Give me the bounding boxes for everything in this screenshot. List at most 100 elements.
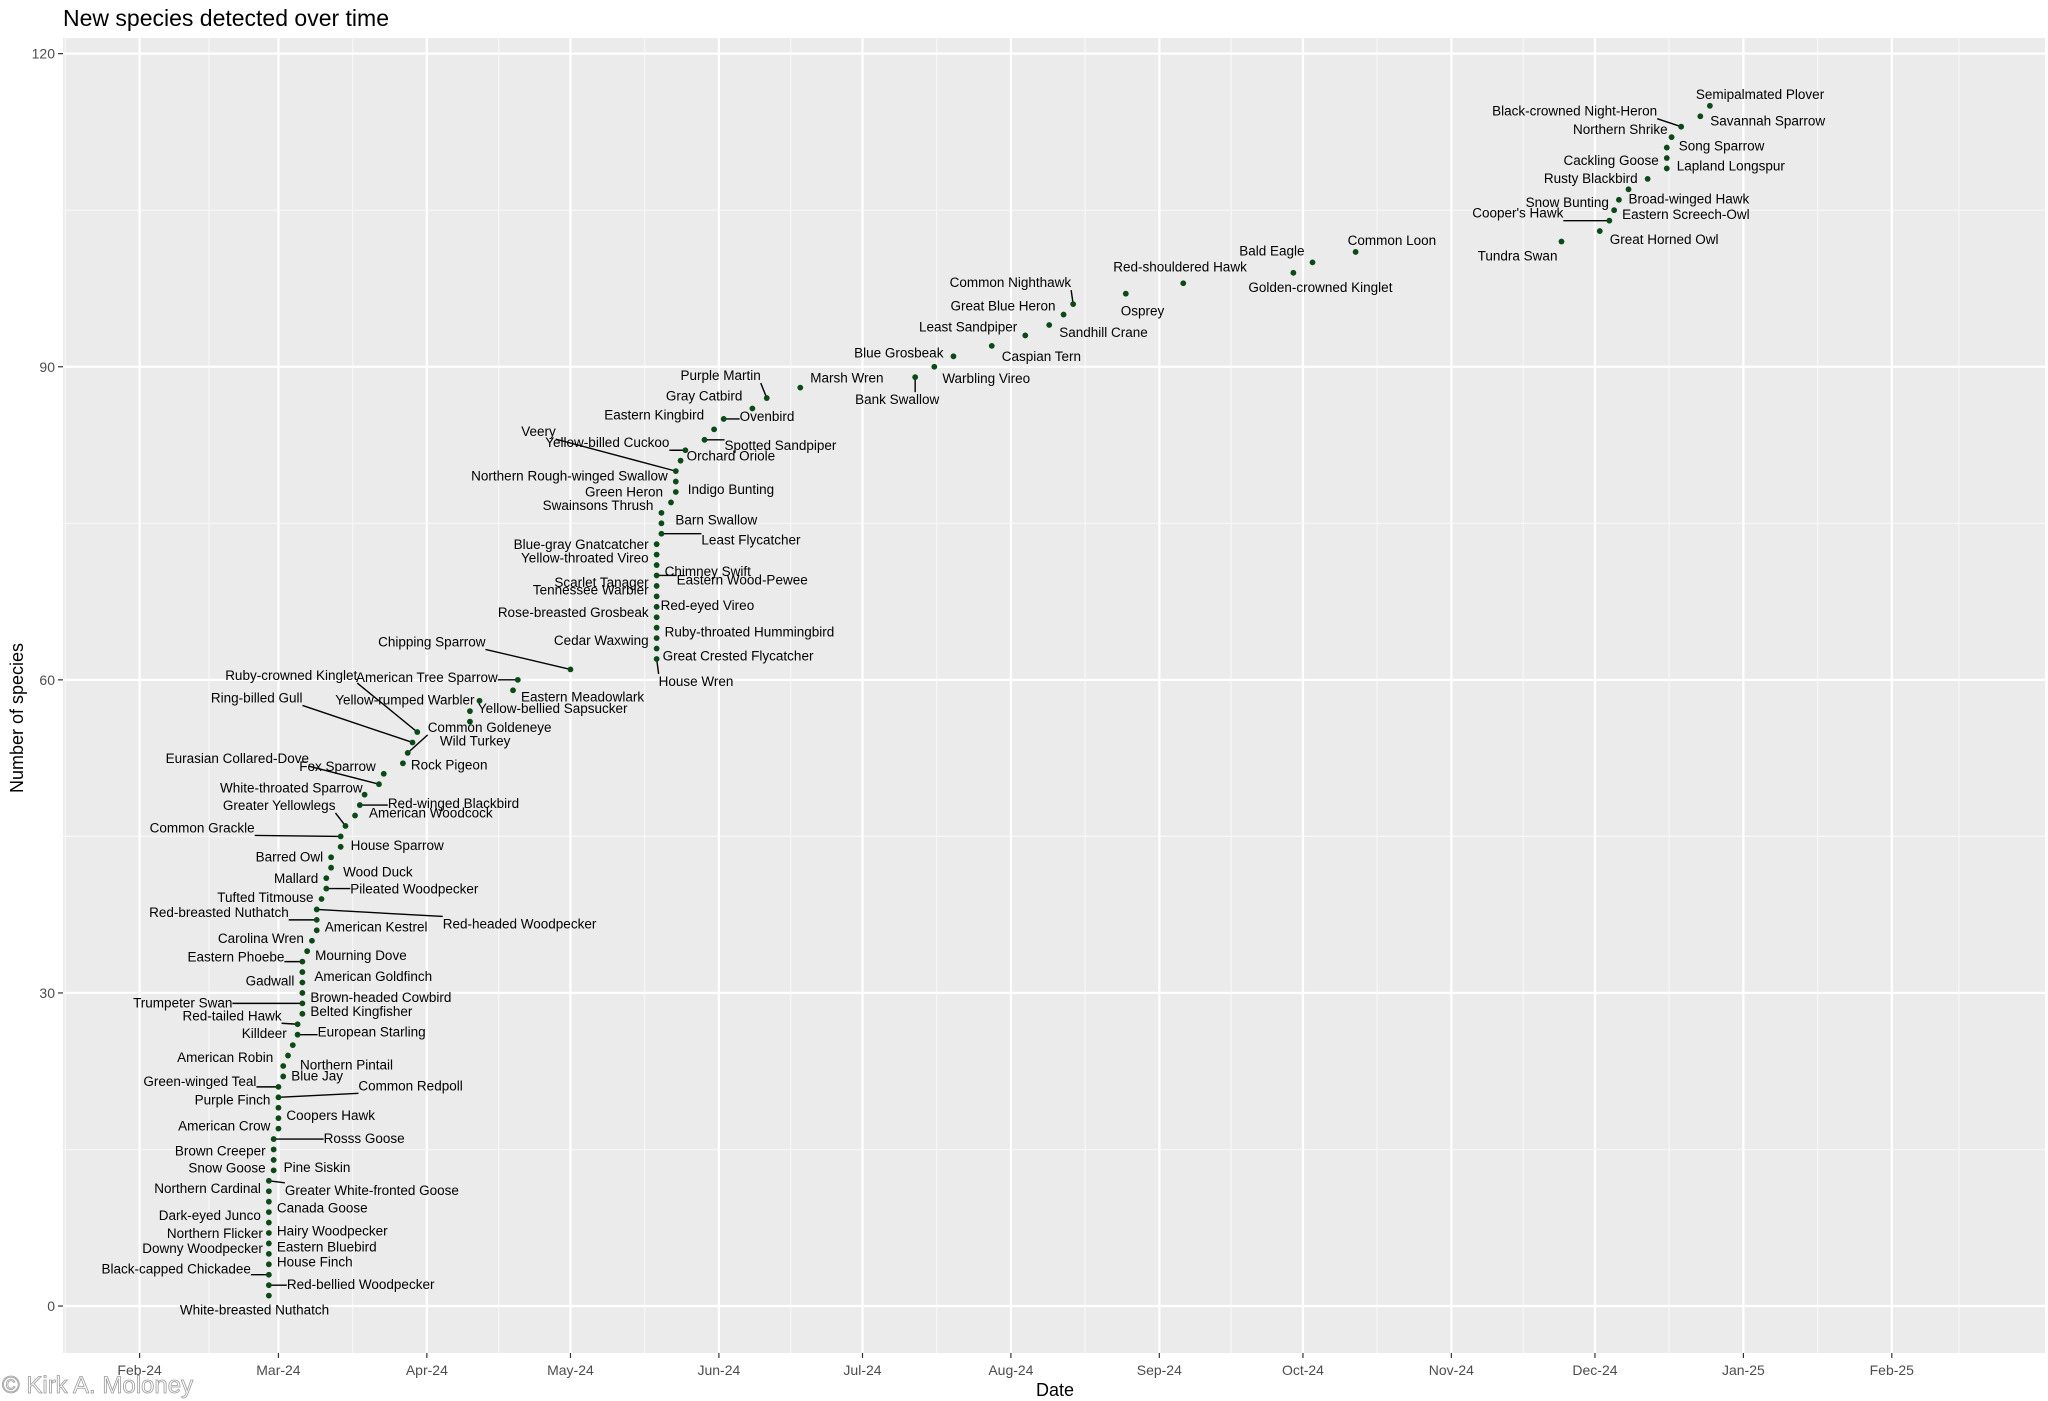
data-point-american-woodcock [352,812,358,819]
data-point-pileated-woodpecker [323,885,330,892]
species-label-common-loon: Common Loon [1348,233,1437,248]
x-tick-label: Nov-24 [1429,1362,1474,1378]
x-tick-label: Jun-24 [697,1362,740,1378]
data-point-wild-turkey [467,718,473,725]
data-point-mourning-dove [304,948,311,955]
species-label-rusty-blackbird: Rusty Blackbird [1544,171,1638,186]
species-label-dark-eyed-junco: Dark-eyed Junco [159,1208,261,1223]
data-point-eastern-meadowlark [510,687,516,694]
species-label-eastern-meadowlark: Eastern Meadowlark [521,689,644,704]
species-label-northern-shrike: Northern Shrike [1573,122,1668,137]
data-point-indigo-bunting [672,489,679,495]
data-point-cackling-goose [1663,155,1670,161]
data-point-brown-creeper [270,1146,277,1153]
species-label-red-tailed-hawk: Red-tailed Hawk [183,1008,282,1023]
species-label-house-finch: House Finch [277,1254,353,1269]
data-point-eastern-wood-pewee [653,572,660,579]
x-tick-label: Jan-25 [1722,1362,1765,1378]
species-label-tennessee-warbler: Tennessee Warbler [533,582,649,597]
species-label-gray-catbird: Gray Catbird [666,388,743,403]
species-label-red-shouldered-hawk: Red-shouldered Hawk [1113,259,1247,274]
y-tick-label: 30 [39,985,55,1001]
data-point-rose-breasted-grosbeak [653,614,660,621]
data-point-least-flycatcher [658,530,665,537]
species-label-black-crowned-night-heron: Black-crowned Night-Heron [1492,104,1657,119]
data-point-greater-yellowlegs [342,823,349,829]
species-label-least-sandpiper: Least Sandpiper [919,319,1018,334]
data-point-eastern-kingbird [711,426,717,433]
data-point-eastern-phoebe [299,958,306,965]
label-leader-common-redpoll [278,1092,359,1099]
label-leader-red-headed-woodpecker [316,908,443,918]
y-tick-label: 120 [32,46,56,62]
species-label-greater-white-fronted-goose: Greater White-fronted Goose [285,1183,459,1198]
data-point-song-sparrow [1663,144,1670,151]
species-label-bank-swallow: Bank Swallow [855,392,939,407]
data-point-ovenbird [720,416,727,422]
data-point-semipalmated-plover [1706,102,1713,109]
species-label-eastern-phoebe: Eastern Phoebe [188,950,285,965]
data-point-gadwall [299,979,306,986]
species-label-common-redpoll: Common Redpoll [358,1078,462,1093]
species-label-black-capped-chickadee: Black-capped Chickadee [102,1262,251,1277]
species-label-rose-breasted-grosbeak: Rose-breasted Grosbeak [498,605,649,620]
species-label-common-grackle: Common Grackle [150,820,255,835]
species-label-swainsons-thrush: Swainsons Thrush [543,498,654,513]
species-label-common-nighthawk: Common Nighthawk [950,275,1072,290]
x-tick-label: Oct-24 [1282,1362,1324,1378]
data-point-wood-duck [328,864,334,871]
data-point-broad-winged-hawk [1625,186,1632,193]
species-label-blue-gray-gnatcatcher: Blue-gray Gnatcatcher [514,537,650,552]
data-point-red-tailed-hawk [294,1021,301,1028]
data-point-ruby-throated-hummingbird [653,624,660,631]
data-point-white-breasted-nuthatch [265,1292,272,1299]
data-point-common-goldeneye [404,750,411,756]
species-label-savannah-sparrow: Savannah Sparrow [1710,113,1825,128]
species-label-song-sparrow: Song Sparrow [1679,139,1765,154]
label-leader-ring-billed-gull [302,704,413,744]
species-label-white-throated-sparrow: White-throated Sparrow [220,781,363,796]
species-label-ruby-throated-hummingbird: Ruby-throated Hummingbird [665,625,835,640]
data-point-swainsons-thrush [658,509,665,516]
species-label-coopers-hawk: Coopers Hawk [286,1108,375,1123]
x-tick-label: Feb-25 [1870,1362,1915,1378]
species-label-ruby-crowned-kinglet: Ruby-crowned Kinglet [225,668,357,683]
species-label-great-blue-heron: Great Blue Heron [951,299,1056,314]
species-label-american-crow: American Crow [178,1119,271,1134]
data-point-least-sandpiper [1022,332,1029,339]
data-point-american-kestrel [313,927,320,934]
species-label-brown-creeper: Brown Creeper [175,1143,266,1158]
x-tick-label: Feb-24 [117,1362,162,1378]
species-label-american-goldfinch: American Goldfinch [314,969,432,984]
species-label-veery: Veery [521,424,556,439]
data-point-rusty-blackbird [1644,175,1651,182]
y-tick-label: 60 [39,672,55,688]
species-label-red-winged-blackbird: Red-winged Blackbird [388,796,519,811]
species-label-northern-pintail: Northern Pintail [300,1058,393,1073]
species-label-hairy-woodpecker: Hairy Woodpecker [277,1224,388,1239]
data-point-ruby-crowned-kinglet [414,729,421,735]
label-leader-chipping-sparrow [485,648,571,671]
data-point-yellow-bellied-sapsucker [467,708,473,715]
data-point-eastern-screech-owl [1611,207,1618,214]
species-label-purple-finch: Purple Finch [195,1093,271,1108]
species-label-killdeer: Killdeer [242,1026,288,1041]
data-point-dark-eyed-junco [265,1209,272,1216]
data-point-hairy-woodpecker [265,1219,272,1226]
data-point-gray-catbird [749,405,756,412]
data-point-common-loon [1352,249,1359,255]
species-label-northern-cardinal: Northern Cardinal [154,1181,261,1196]
species-label-northern-flicker: Northern Flicker [167,1226,264,1241]
data-point-great-crested-flycatcher [653,645,660,652]
panel-background [63,38,2045,1353]
species-label-pine-siskin: Pine Siskin [284,1160,351,1175]
x-tick-label: May-24 [547,1362,594,1378]
data-point-blue-gray-gnatcatcher [653,541,660,548]
species-label-northern-rough-winged-swallow: Northern Rough-winged Swallow [471,469,668,484]
species-label-trumpeter-swan: Trumpeter Swan [133,995,232,1010]
data-point-great-blue-heron [1060,311,1067,318]
y-axis-title: Number of species [7,643,27,793]
species-label-yellow-throated-vireo: Yellow-throated Vireo [521,551,649,566]
species-label-eastern-screech-owl: Eastern Screech-Owl [1622,207,1750,222]
data-point-warbling-vireo [931,363,938,370]
